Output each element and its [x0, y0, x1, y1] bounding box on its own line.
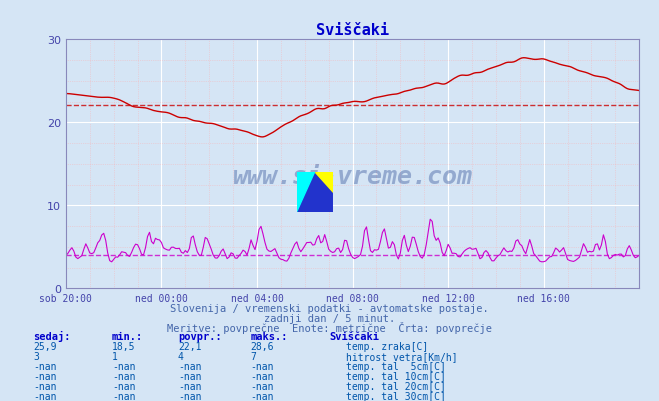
Polygon shape — [297, 172, 315, 213]
Text: temp. zraka[C]: temp. zraka[C] — [346, 341, 428, 351]
Text: -nan: -nan — [250, 381, 274, 391]
Text: maks.:: maks.: — [250, 331, 288, 341]
Text: -nan: -nan — [112, 391, 136, 401]
Text: -nan: -nan — [178, 371, 202, 381]
Text: -nan: -nan — [112, 381, 136, 391]
Text: -nan: -nan — [250, 391, 274, 401]
Text: www.si-vreme.com: www.si-vreme.com — [233, 165, 473, 189]
Text: -nan: -nan — [250, 361, 274, 371]
Text: 25,9: 25,9 — [33, 341, 57, 351]
Text: 18,5: 18,5 — [112, 341, 136, 351]
Text: -nan: -nan — [178, 391, 202, 401]
Text: min.:: min.: — [112, 331, 143, 341]
Text: -nan: -nan — [112, 361, 136, 371]
Text: 28,6: 28,6 — [250, 341, 274, 351]
Text: temp. tal  5cm[C]: temp. tal 5cm[C] — [346, 361, 446, 371]
Text: sedaj:: sedaj: — [33, 330, 71, 341]
Polygon shape — [297, 172, 333, 213]
Text: zadnji dan / 5 minut.: zadnji dan / 5 minut. — [264, 313, 395, 323]
Text: Slovenija / vremenski podatki - avtomatske postaje.: Slovenija / vremenski podatki - avtomats… — [170, 303, 489, 313]
Title: Sviščaki: Sviščaki — [316, 22, 389, 38]
Text: -nan: -nan — [178, 361, 202, 371]
Text: 4: 4 — [178, 351, 184, 361]
Text: 22,1: 22,1 — [178, 341, 202, 351]
Polygon shape — [315, 172, 333, 192]
Text: -nan: -nan — [112, 371, 136, 381]
Text: -nan: -nan — [33, 361, 57, 371]
Text: hitrost vetra[Km/h]: hitrost vetra[Km/h] — [346, 351, 457, 361]
Text: 3: 3 — [33, 351, 39, 361]
Text: -nan: -nan — [33, 371, 57, 381]
Text: Sviščaki: Sviščaki — [330, 331, 380, 341]
Text: 1: 1 — [112, 351, 118, 361]
Text: povpr.:: povpr.: — [178, 331, 221, 341]
Text: -nan: -nan — [33, 381, 57, 391]
Text: -nan: -nan — [250, 371, 274, 381]
Text: -nan: -nan — [178, 381, 202, 391]
Text: temp. tal 10cm[C]: temp. tal 10cm[C] — [346, 371, 446, 381]
Text: temp. tal 20cm[C]: temp. tal 20cm[C] — [346, 381, 446, 391]
Text: Meritve: povprečne  Enote: metrične  Črta: povprečje: Meritve: povprečne Enote: metrične Črta:… — [167, 321, 492, 333]
Text: temp. tal 30cm[C]: temp. tal 30cm[C] — [346, 391, 446, 401]
Text: -nan: -nan — [33, 391, 57, 401]
Text: 7: 7 — [250, 351, 256, 361]
